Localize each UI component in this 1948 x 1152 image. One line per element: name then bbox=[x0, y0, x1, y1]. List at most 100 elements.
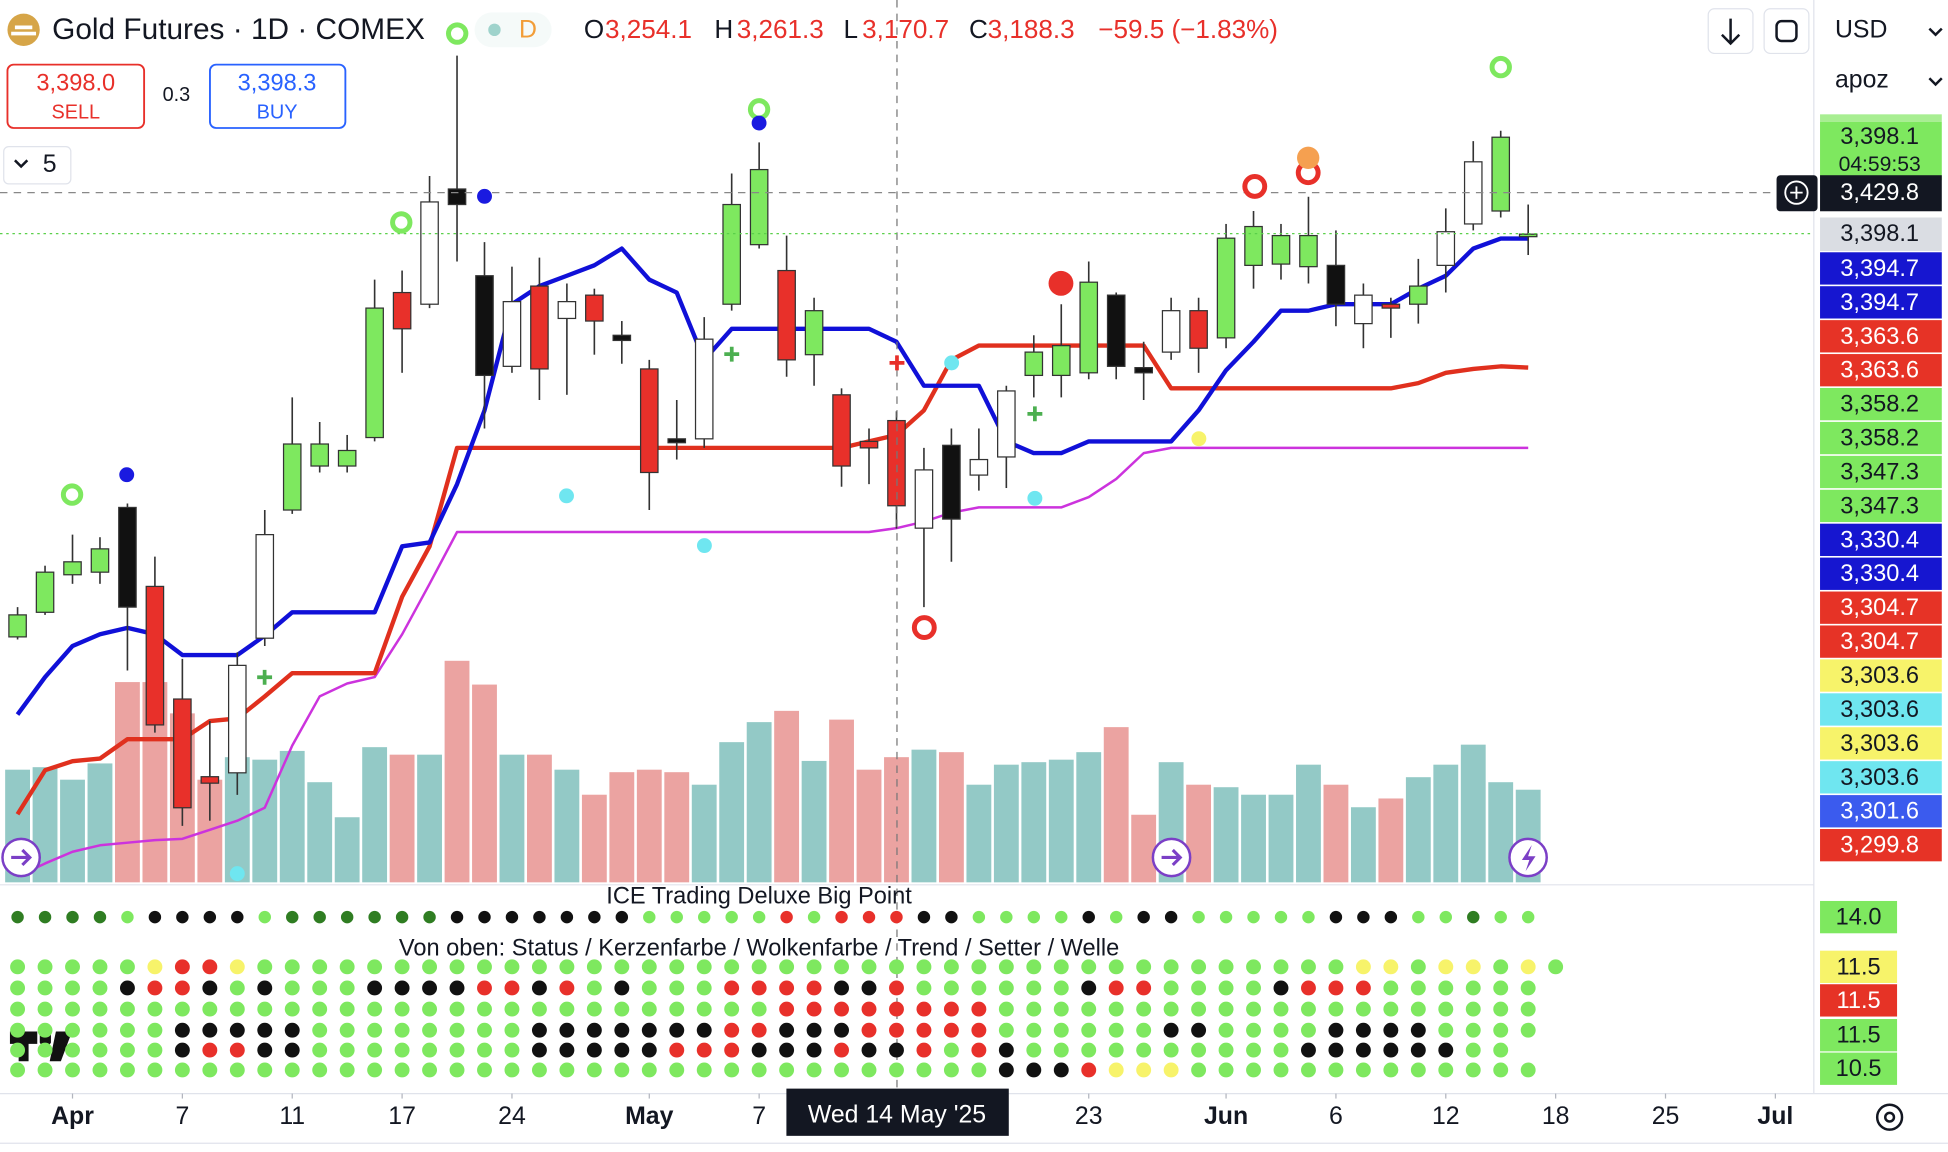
state-dot bbox=[752, 910, 766, 924]
ohlc-key: O bbox=[584, 14, 604, 44]
volume-bar bbox=[1405, 777, 1431, 883]
state-dot bbox=[641, 959, 657, 975]
sell-button[interactable] bbox=[6, 63, 146, 129]
state-dot bbox=[1191, 1022, 1207, 1038]
state-dot bbox=[533, 910, 546, 924]
state-dot bbox=[202, 1001, 218, 1017]
state-dot bbox=[148, 910, 162, 924]
candle-body bbox=[1409, 285, 1428, 305]
volume-bar bbox=[1213, 787, 1239, 883]
state-dot bbox=[504, 980, 520, 996]
state-dot bbox=[724, 959, 740, 975]
state-dot bbox=[1163, 959, 1179, 975]
state-dot bbox=[394, 1001, 410, 1017]
signal-dot bbox=[229, 866, 245, 882]
state-dot bbox=[1163, 1022, 1179, 1038]
state-dot bbox=[751, 1001, 767, 1017]
icon bbox=[1161, 848, 1183, 867]
indicator-label-bg bbox=[1820, 950, 1898, 983]
price-label-bg bbox=[1820, 523, 1942, 556]
state-dot bbox=[1136, 1001, 1152, 1017]
state-dot bbox=[1355, 980, 1371, 996]
signals bbox=[60, 22, 1512, 882]
price-label: 3,347.3 bbox=[1840, 459, 1919, 485]
state-dot bbox=[1302, 910, 1315, 924]
volume-bar bbox=[746, 722, 772, 883]
state-dot bbox=[971, 1042, 987, 1058]
state-dot bbox=[1355, 1001, 1371, 1017]
state-dot bbox=[780, 910, 793, 924]
signal-dot bbox=[1027, 490, 1043, 506]
state-dot bbox=[1163, 1001, 1179, 1017]
volume-bar bbox=[993, 764, 1019, 883]
candle-body bbox=[337, 449, 357, 467]
state-dot bbox=[779, 959, 795, 975]
state-dot bbox=[1328, 1001, 1344, 1017]
quantity-toggle[interactable] bbox=[3, 146, 72, 185]
state-dot bbox=[724, 980, 740, 996]
state-dot bbox=[147, 1022, 163, 1038]
countdown: 04:59:53 bbox=[1839, 153, 1921, 176]
state-dot bbox=[531, 1022, 547, 1038]
state-dot bbox=[174, 1001, 190, 1017]
state-dot bbox=[669, 980, 685, 996]
state-dot bbox=[559, 1042, 575, 1058]
state-dot bbox=[779, 1062, 795, 1078]
state-dot bbox=[1053, 980, 1069, 996]
state-dot bbox=[1026, 1042, 1042, 1058]
state-dot bbox=[1465, 1062, 1481, 1078]
state-dot bbox=[10, 1062, 26, 1078]
state-dot bbox=[312, 1062, 328, 1078]
volume-bar bbox=[1268, 794, 1294, 883]
state-dot bbox=[834, 1042, 849, 1058]
volume-bar bbox=[1076, 752, 1102, 883]
state-dot bbox=[531, 1001, 547, 1017]
state-dot bbox=[92, 1042, 108, 1058]
state-dot bbox=[422, 980, 438, 996]
state-dot bbox=[615, 910, 629, 924]
state-dot bbox=[779, 1022, 795, 1038]
volume-bar bbox=[1241, 794, 1266, 883]
state-dot bbox=[586, 1062, 602, 1078]
state-dot bbox=[1081, 980, 1097, 996]
x-tick-label: 11 bbox=[279, 1103, 305, 1130]
candle-body bbox=[804, 310, 824, 356]
state-dot bbox=[916, 959, 932, 975]
state-dot bbox=[889, 1062, 904, 1078]
state-dot bbox=[339, 1062, 355, 1078]
replay-button[interactable] bbox=[1763, 8, 1810, 55]
state-dot bbox=[641, 1001, 657, 1017]
candle-body bbox=[722, 203, 742, 305]
state-dot bbox=[394, 980, 410, 996]
state-dot bbox=[917, 910, 931, 924]
state-dot bbox=[37, 980, 53, 996]
buy-button[interactable] bbox=[209, 63, 347, 129]
state-dot bbox=[1465, 959, 1481, 975]
state-dot bbox=[1246, 1042, 1261, 1058]
indicator-label-bg bbox=[1820, 1019, 1898, 1052]
state-dot bbox=[972, 910, 986, 924]
state-dot bbox=[1081, 1062, 1097, 1078]
close-line-label: 3,398.1 bbox=[1840, 221, 1919, 247]
ohlc-value: 3,170.7 bbox=[862, 14, 949, 44]
state-dot bbox=[340, 910, 354, 924]
price-label: 3,304.7 bbox=[1840, 629, 1919, 655]
state-dot bbox=[312, 980, 328, 996]
unit[interactable]: apoz bbox=[1835, 66, 1889, 93]
state-dot bbox=[422, 1042, 438, 1058]
volume-bar bbox=[1488, 782, 1514, 883]
candle-body bbox=[914, 469, 934, 529]
state-dot bbox=[422, 1001, 438, 1017]
state-dot bbox=[1410, 1062, 1426, 1078]
state-dot bbox=[1274, 910, 1288, 924]
state-dot bbox=[1191, 1062, 1207, 1078]
volume-bar bbox=[527, 754, 552, 883]
signal-dot bbox=[1297, 146, 1320, 170]
currency[interactable]: USD bbox=[1835, 17, 1887, 44]
state-dot bbox=[65, 1022, 80, 1038]
settings-button[interactable] bbox=[1875, 1103, 1904, 1131]
state-dot bbox=[10, 980, 26, 996]
candle-body bbox=[1051, 345, 1071, 377]
price-label: 3,363.6 bbox=[1840, 358, 1919, 384]
candle-body bbox=[1024, 351, 1044, 377]
